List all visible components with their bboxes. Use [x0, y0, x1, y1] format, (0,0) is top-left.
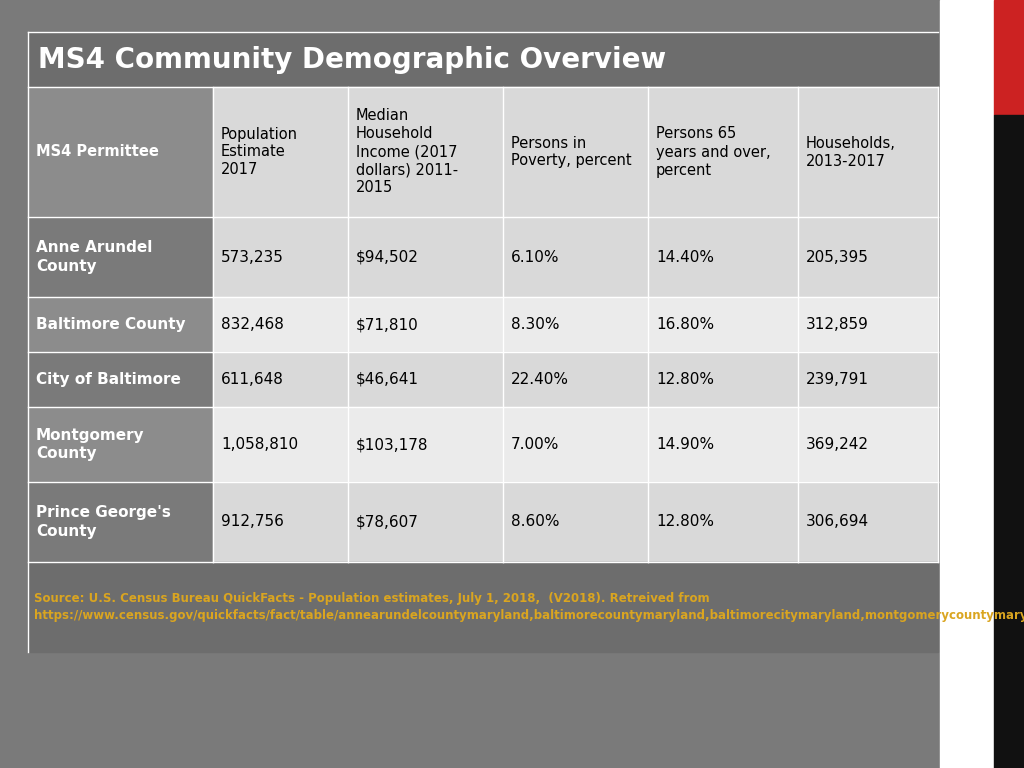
Bar — [213, 407, 348, 482]
Bar — [503, 297, 648, 352]
Bar — [648, 217, 798, 297]
Bar — [798, 217, 938, 297]
Text: 22.40%: 22.40% — [511, 372, 569, 387]
Bar — [28, 217, 213, 297]
Bar — [798, 87, 938, 217]
Text: 239,791: 239,791 — [806, 372, 869, 387]
Bar — [648, 87, 798, 217]
Bar — [503, 87, 648, 217]
Bar — [503, 482, 648, 562]
Bar — [648, 352, 798, 407]
Text: Persons in
Poverty, percent: Persons in Poverty, percent — [511, 135, 632, 168]
Text: Prince George's
County: Prince George's County — [36, 505, 171, 539]
Text: Montgomery
County: Montgomery County — [36, 428, 144, 462]
Bar — [798, 297, 938, 352]
Text: 1,058,810: 1,058,810 — [221, 437, 298, 452]
Bar — [213, 297, 348, 352]
Bar — [940, 0, 994, 768]
Bar — [798, 482, 938, 562]
Bar — [213, 482, 348, 562]
Bar — [213, 217, 348, 297]
Text: City of Baltimore: City of Baltimore — [36, 372, 181, 387]
Bar — [348, 352, 503, 407]
Text: Persons 65
years and over,
percent: Persons 65 years and over, percent — [656, 127, 771, 177]
Text: Median
Household
Income (2017
dollars) 2011-
2015: Median Household Income (2017 dollars) 2… — [356, 108, 458, 196]
Text: 205,395: 205,395 — [806, 250, 869, 264]
Bar — [648, 407, 798, 482]
Text: MS4 Permittee: MS4 Permittee — [36, 144, 159, 160]
Bar — [348, 482, 503, 562]
Text: 14.40%: 14.40% — [656, 250, 714, 264]
Bar — [648, 297, 798, 352]
Bar — [28, 407, 213, 482]
Text: 306,694: 306,694 — [806, 515, 869, 529]
Bar — [28, 32, 938, 87]
Bar — [503, 407, 648, 482]
Bar — [348, 217, 503, 297]
Text: $71,810: $71,810 — [356, 317, 419, 332]
Text: 12.80%: 12.80% — [656, 515, 714, 529]
Bar — [28, 297, 213, 352]
Bar — [798, 352, 938, 407]
Text: 8.60%: 8.60% — [511, 515, 559, 529]
Bar — [213, 352, 348, 407]
Text: MS4 Community Demographic Overview: MS4 Community Demographic Overview — [38, 45, 667, 74]
Text: 12.80%: 12.80% — [656, 372, 714, 387]
Text: 16.80%: 16.80% — [656, 317, 714, 332]
Text: 611,648: 611,648 — [221, 372, 284, 387]
Text: $94,502: $94,502 — [356, 250, 419, 264]
Text: 832,468: 832,468 — [221, 317, 284, 332]
Bar — [348, 407, 503, 482]
Bar — [798, 407, 938, 482]
Bar — [28, 562, 938, 652]
Bar — [348, 297, 503, 352]
Bar — [994, 0, 1024, 115]
Bar — [503, 217, 648, 297]
Text: Source: U.S. Census Bureau QuickFacts - Population estimates, July 1, 2018,  (V2: Source: U.S. Census Bureau QuickFacts - … — [34, 592, 1024, 622]
Bar — [213, 87, 348, 217]
Bar — [503, 352, 648, 407]
Text: Households,
2013-2017: Households, 2013-2017 — [806, 135, 896, 168]
Text: 912,756: 912,756 — [221, 515, 284, 529]
Text: 312,859: 312,859 — [806, 317, 869, 332]
Bar — [28, 482, 213, 562]
Bar — [28, 352, 213, 407]
Text: Baltimore County: Baltimore County — [36, 317, 185, 332]
Text: 8.30%: 8.30% — [511, 317, 559, 332]
Text: $103,178: $103,178 — [356, 437, 428, 452]
Text: 573,235: 573,235 — [221, 250, 284, 264]
Text: 369,242: 369,242 — [806, 437, 869, 452]
Text: 7.00%: 7.00% — [511, 437, 559, 452]
Text: 6.10%: 6.10% — [511, 250, 559, 264]
Bar — [994, 115, 1024, 768]
Text: Anne Arundel
County: Anne Arundel County — [36, 240, 153, 274]
Text: $78,607: $78,607 — [356, 515, 419, 529]
Bar — [348, 87, 503, 217]
Text: $46,641: $46,641 — [356, 372, 419, 387]
Text: 14.90%: 14.90% — [656, 437, 714, 452]
Bar — [28, 87, 213, 217]
Bar — [648, 482, 798, 562]
Text: Population
Estimate
2017: Population Estimate 2017 — [221, 127, 298, 177]
